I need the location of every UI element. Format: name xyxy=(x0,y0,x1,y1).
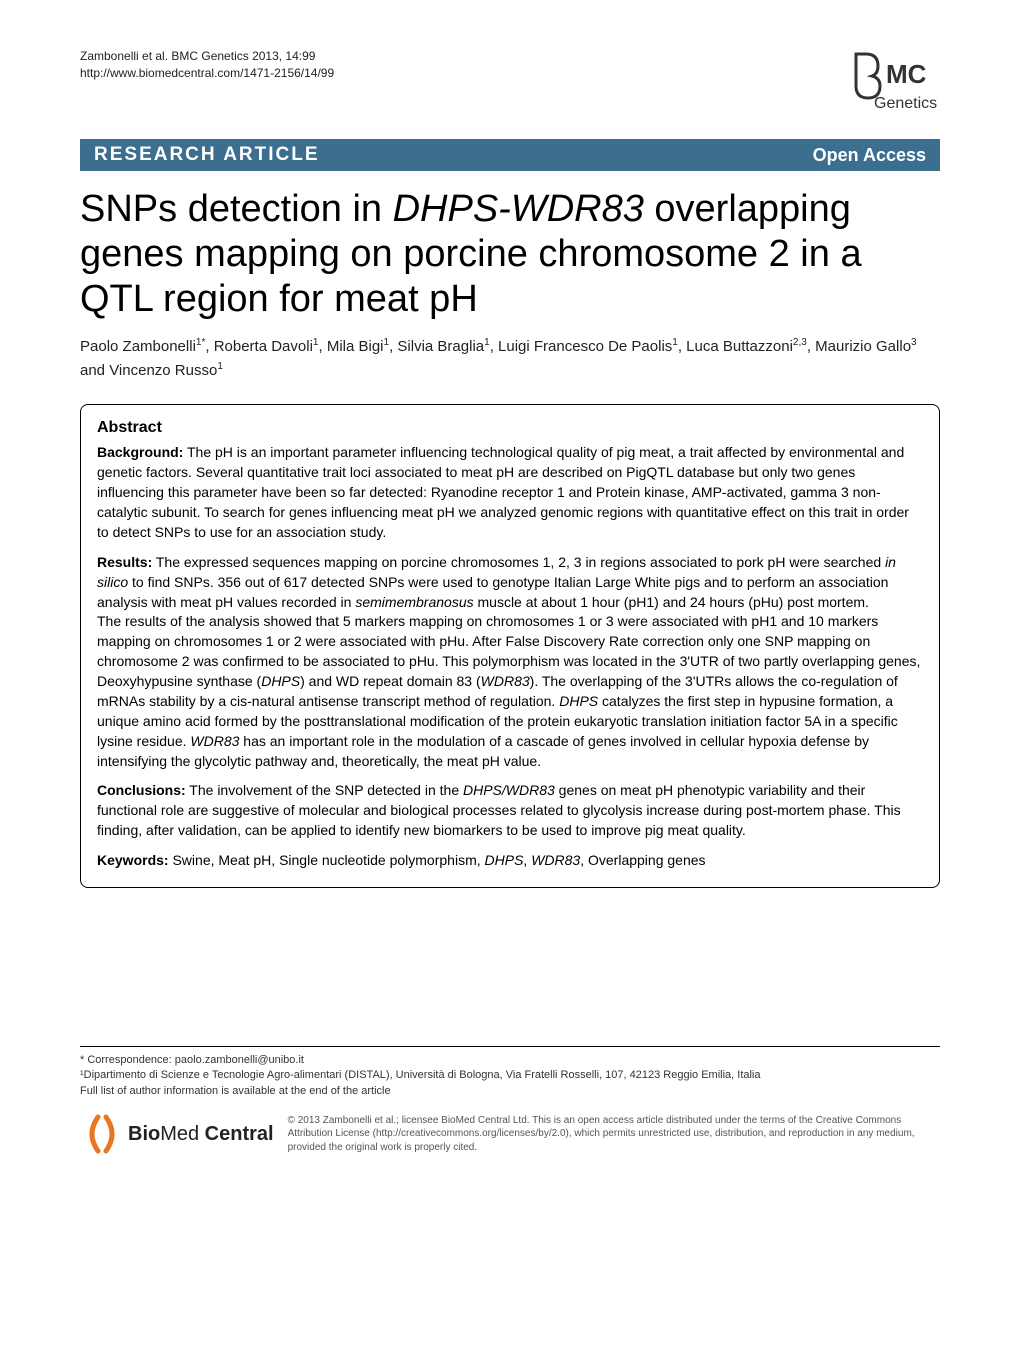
article-type-label: RESEARCH ARTICLE xyxy=(94,144,320,166)
footer-block: * Correspondence: paolo.zambonelli@unibo… xyxy=(80,1046,940,1099)
biomed-central-logo: BioMed Central xyxy=(80,1113,274,1155)
results-label: Results: xyxy=(97,554,152,570)
abstract-box: Abstract Background: The pH is an import… xyxy=(80,404,940,888)
affiliation-line: ¹Dipartimento di Scienze e Tecnologie Ag… xyxy=(80,1068,940,1083)
journal-logo: MC Genetics xyxy=(850,48,940,121)
abstract-keywords: Keywords: Swine, Meat pH, Single nucleot… xyxy=(97,851,923,871)
conclusions-label: Conclusions: xyxy=(97,782,186,798)
article-type-banner: RESEARCH ARTICLE Open Access xyxy=(80,139,940,171)
abstract-heading: Abstract xyxy=(97,419,923,437)
bmc-logo-text: BioMed Central xyxy=(128,1123,274,1146)
abstract-background: Background: The pH is an important param… xyxy=(97,443,923,542)
paren-icon xyxy=(80,1113,122,1155)
citation-line1: Zambonelli et al. BMC Genetics 2013, 14:… xyxy=(80,49,315,63)
full-list-line: Full list of author information is avail… xyxy=(80,1084,940,1099)
logo-bmc-text: MC xyxy=(886,59,927,89)
abstract-results: Results: The expressed sequences mapping… xyxy=(97,553,923,772)
background-text: The pH is an important parameter influen… xyxy=(97,444,909,540)
authors-list: Paolo Zambonelli1*, Roberta Davoli1, Mil… xyxy=(80,335,940,382)
open-access-label: Open Access xyxy=(813,145,926,166)
logo-genetics-text: Genetics xyxy=(874,95,937,112)
citation-line2: http://www.biomedcentral.com/1471-2156/1… xyxy=(80,66,334,80)
background-label: Background: xyxy=(97,444,183,460)
keywords-text: Swine, Meat pH, Single nucleotide polymo… xyxy=(169,852,706,868)
results-text: The expressed sequences mapping on porci… xyxy=(97,554,920,769)
article-title: SNPs detection in DHPS-WDR83 overlapping… xyxy=(80,187,940,321)
keywords-label: Keywords: xyxy=(97,852,169,868)
citation-block: Zambonelli et al. BMC Genetics 2013, 14:… xyxy=(80,48,334,82)
conclusions-text: The involvement of the SNP detected in t… xyxy=(97,782,901,838)
correspondence-line: * Correspondence: paolo.zambonelli@unibo… xyxy=(80,1053,940,1068)
license-text: © 2013 Zambonelli et al.; licensee BioMe… xyxy=(288,1114,940,1155)
abstract-conclusions: Conclusions: The involvement of the SNP … xyxy=(97,781,923,841)
publisher-row: BioMed Central © 2013 Zambonelli et al.;… xyxy=(80,1113,940,1155)
